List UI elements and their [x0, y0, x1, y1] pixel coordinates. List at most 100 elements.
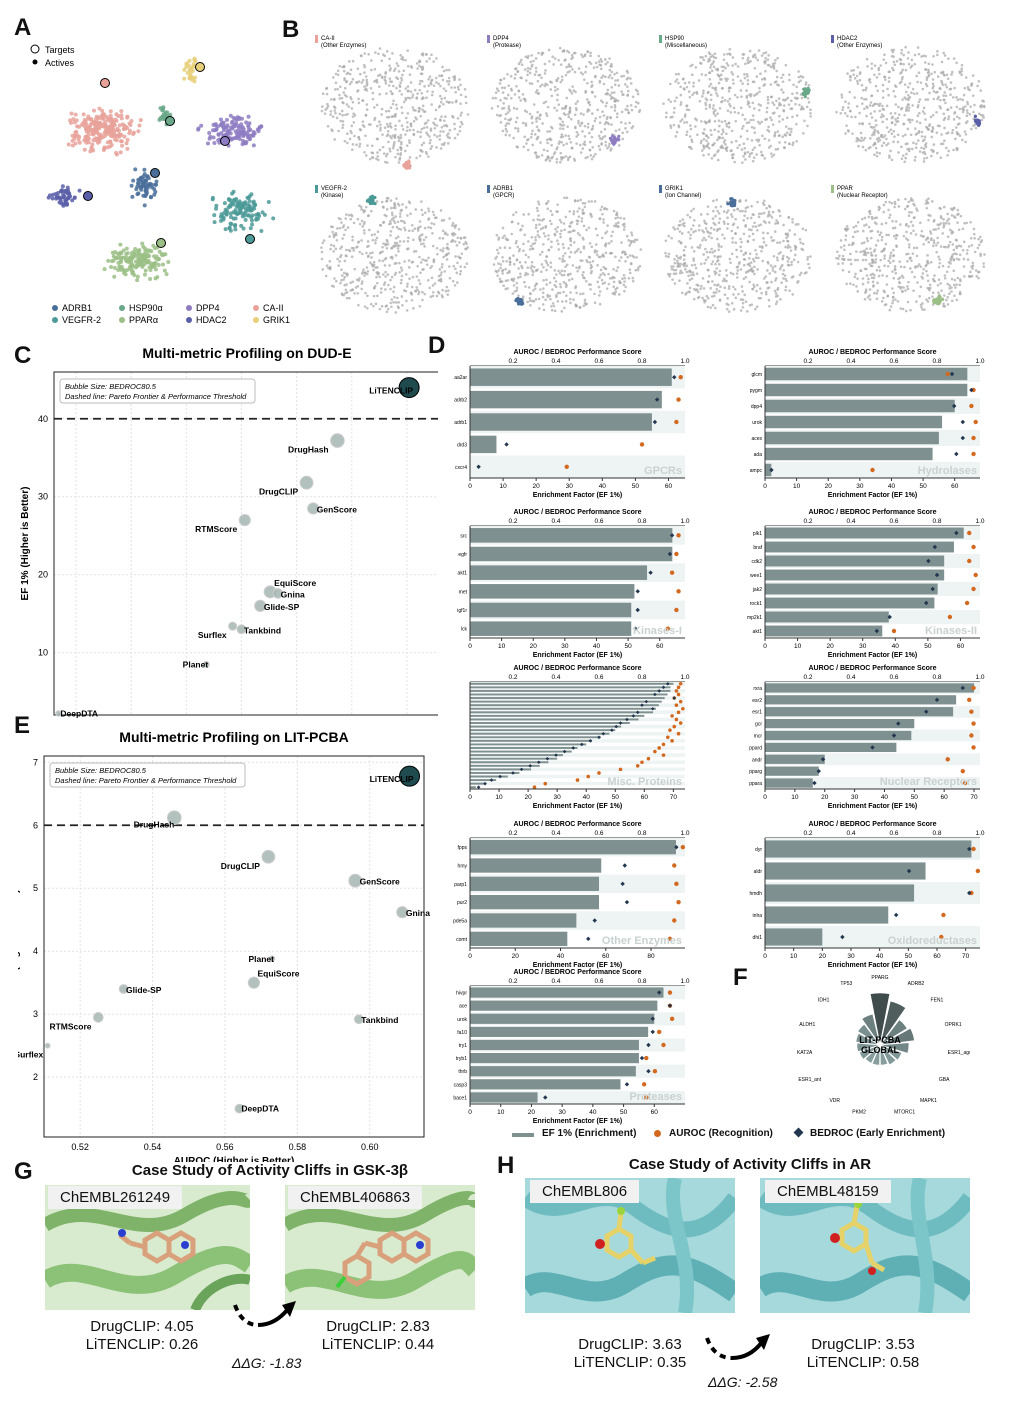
background-point [398, 271, 401, 274]
background-point [764, 59, 767, 63]
background-point [629, 103, 633, 107]
background-point [398, 85, 402, 89]
background-point [787, 73, 791, 76]
background-point [744, 158, 747, 161]
background-point [407, 247, 410, 250]
background-point [732, 285, 735, 289]
background-point [589, 54, 592, 58]
background-point [723, 119, 727, 123]
background-point [376, 294, 379, 298]
background-point [873, 153, 876, 156]
active-point [199, 123, 204, 128]
background-point [565, 142, 569, 145]
background-point [754, 225, 758, 228]
background-point [431, 231, 434, 235]
background-point [773, 289, 777, 293]
background-point [977, 112, 981, 116]
background-point [458, 129, 462, 133]
background-point [722, 58, 726, 61]
background-point [694, 266, 698, 270]
background-point [855, 79, 859, 83]
background-point [503, 234, 506, 238]
background-point [748, 155, 751, 158]
background-point [610, 105, 613, 109]
background-point [952, 57, 956, 60]
background-point [445, 100, 449, 103]
background-point [931, 244, 935, 248]
background-point [544, 224, 548, 228]
background-point [667, 234, 671, 238]
background-point [583, 205, 587, 209]
active-point [84, 140, 89, 145]
active-point [92, 130, 97, 135]
background-point [386, 273, 390, 276]
background-point [537, 92, 541, 95]
background-point [912, 92, 916, 96]
background-point [761, 134, 764, 138]
background-point [399, 133, 403, 137]
background-point [501, 236, 505, 240]
background-point [748, 49, 752, 53]
background-point [507, 118, 510, 122]
background-point [906, 127, 910, 131]
background-point [397, 249, 400, 253]
background-point [502, 101, 505, 105]
background-point [691, 93, 694, 97]
active-point [212, 213, 217, 218]
background-point [582, 142, 585, 146]
background-point [983, 253, 986, 256]
background-point [377, 52, 380, 56]
background-point [564, 73, 568, 77]
background-point [734, 241, 738, 244]
background-point [629, 241, 633, 245]
background-point [690, 246, 694, 249]
background-point [430, 93, 434, 97]
background-point [764, 290, 768, 294]
background-point [766, 231, 770, 235]
background-point [560, 158, 563, 161]
active-point [125, 251, 130, 256]
background-point [741, 290, 744, 293]
active-point [211, 135, 216, 140]
background-point [750, 267, 754, 270]
background-point [374, 241, 377, 245]
background-point [529, 244, 533, 248]
projection-grik1: GRIK1(Ion Channel) [659, 185, 812, 313]
background-point [773, 81, 777, 84]
background-point [685, 130, 689, 134]
background-point [567, 273, 570, 276]
background-point [764, 244, 768, 247]
background-point [707, 268, 710, 272]
background-point [396, 220, 400, 224]
background-point [741, 301, 745, 305]
background-point [553, 106, 556, 110]
background-point [522, 242, 525, 246]
background-point [390, 298, 394, 301]
background-point [924, 118, 927, 121]
background-point [384, 71, 388, 74]
background-point [910, 91, 913, 95]
active-point [234, 132, 239, 137]
background-point [553, 269, 557, 272]
background-point [396, 64, 400, 68]
active-point [125, 115, 130, 120]
background-point [787, 257, 791, 260]
background-point [856, 221, 860, 224]
background-point [711, 86, 714, 90]
background-point [395, 86, 398, 90]
background-point [362, 125, 366, 129]
background-point [954, 137, 957, 141]
background-point [728, 47, 732, 51]
active-point [104, 114, 109, 119]
background-point [709, 231, 712, 235]
background-point [534, 298, 538, 301]
background-point [556, 225, 559, 229]
active-point [130, 255, 135, 260]
background-point [762, 199, 766, 203]
background-point [778, 114, 781, 118]
background-point [764, 56, 767, 60]
background-point [679, 269, 683, 273]
background-point [586, 81, 589, 85]
background-point [429, 129, 433, 132]
active-point [212, 220, 217, 225]
